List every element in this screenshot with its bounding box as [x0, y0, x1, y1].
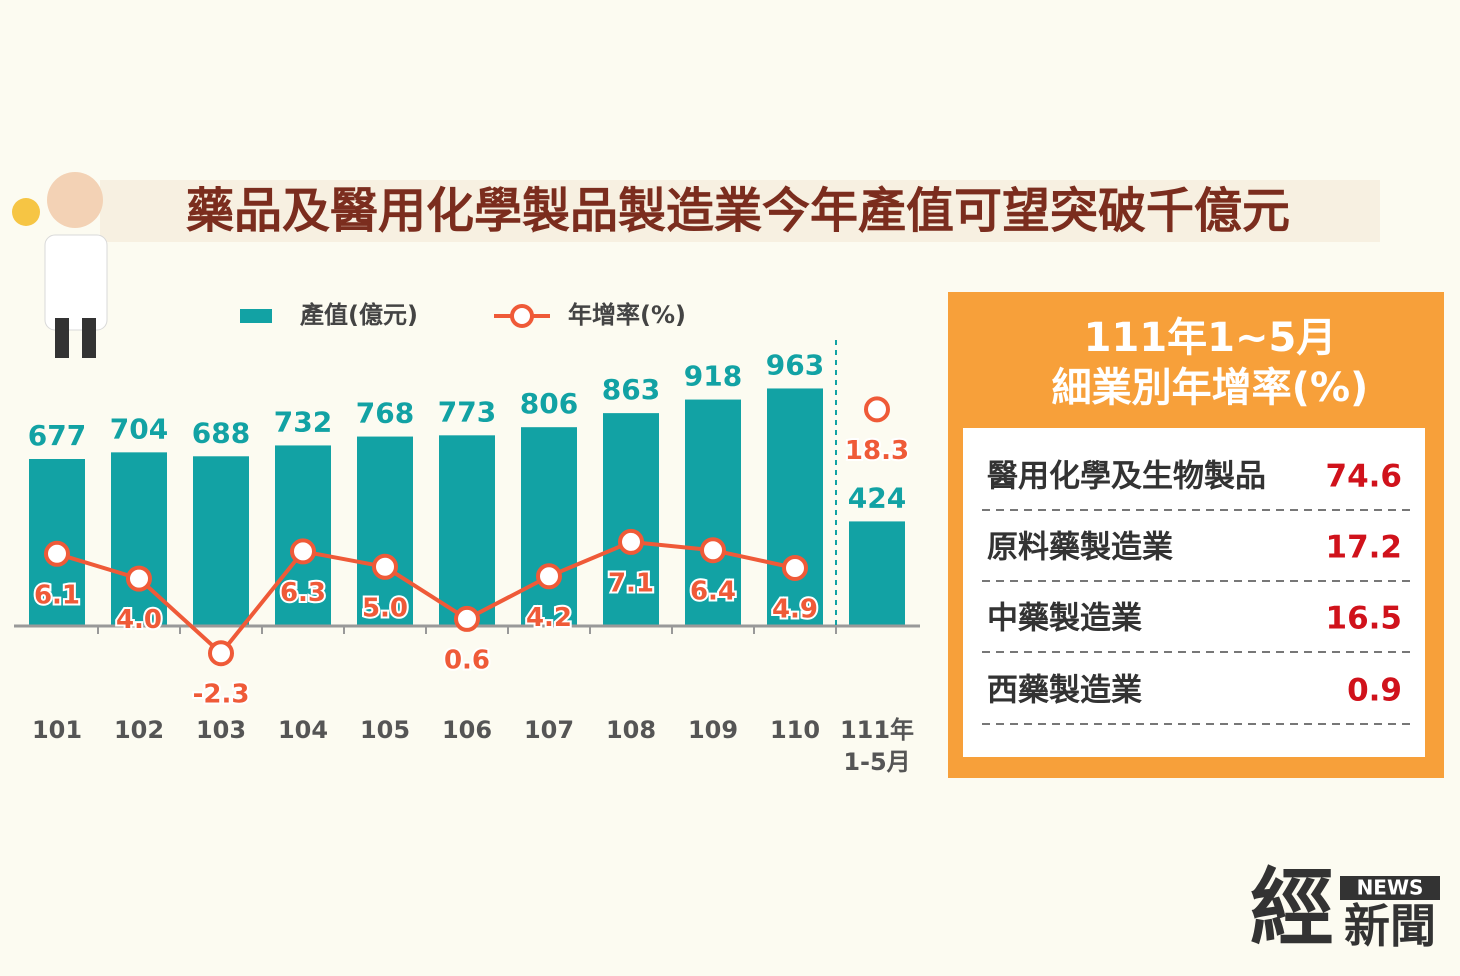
line-label: 4.2 [526, 603, 572, 633]
panel-title: 111年1~5月 [1084, 315, 1337, 361]
bar-label: 863 [602, 373, 660, 406]
line-point [618, 528, 644, 555]
bar-label: 963 [766, 348, 824, 381]
row-value: 74.6 [1326, 459, 1403, 495]
x-tick-label: 103 [196, 716, 246, 744]
bar-label: 704 [110, 412, 168, 445]
line-label: 4.9 [772, 594, 818, 624]
bar [767, 388, 823, 626]
bar-label: 688 [192, 416, 250, 449]
panel: 111年1~5月 細業別年增率(%) [948, 292, 1444, 778]
line-point [208, 640, 234, 667]
row-name: 原料藥製造業 [987, 530, 1173, 566]
bar [521, 427, 577, 626]
x-tick-label: 106 [442, 716, 492, 744]
x-tick-label: 111年 1-5月 [840, 716, 914, 776]
x-tick-label: 110 [770, 716, 820, 744]
panel-table-bg [963, 428, 1425, 757]
line-point [372, 553, 398, 580]
title-band [100, 180, 1380, 242]
line-label: -2.3 [193, 680, 250, 710]
bar-label: 424 [848, 481, 906, 514]
line-label: 18.3 [845, 436, 909, 466]
line-point [700, 537, 726, 564]
bar [111, 452, 167, 626]
line-label: 5.0 [362, 593, 408, 623]
x-tick-label: 104 [278, 716, 328, 744]
bar [357, 436, 413, 626]
x-tick-label: 107 [524, 716, 574, 744]
row-name: 醫用化學及生物製品 [987, 459, 1266, 495]
line-point [536, 563, 562, 590]
panel-title: 細業別年增率(%) [1052, 365, 1369, 411]
line-label: 6.3 [280, 578, 326, 608]
legend-label: 年增率(%) [568, 301, 686, 329]
x-tick-label: 102 [114, 716, 164, 744]
line-label: 6.1 [34, 580, 80, 610]
legend-label: 產值(億元) [300, 301, 418, 329]
row-name: 西藥製造業 [987, 673, 1142, 709]
logo-name: 新聞 [1344, 899, 1436, 953]
bar-label: 806 [520, 387, 578, 420]
line-label: 4.0 [116, 605, 162, 635]
scientist-icon [12, 172, 108, 358]
bar [439, 435, 495, 626]
bar [849, 521, 905, 626]
logo-badge: NEWS [1357, 876, 1424, 900]
bar-label: 768 [356, 397, 414, 430]
line-point [864, 396, 890, 423]
row-value: 17.2 [1326, 530, 1403, 566]
x-tick-label: 109 [688, 716, 738, 744]
line-label: 0.6 [444, 645, 490, 675]
logo-badge-bg [1340, 876, 1440, 900]
logo: 經 NEWS 新聞 [1250, 858, 1440, 957]
bar [193, 456, 249, 626]
line-label: 6.4 [690, 577, 736, 607]
logo-mark: 經 [1250, 858, 1334, 957]
bar-label: 677 [28, 419, 86, 452]
x-tick-label: 101 [32, 716, 82, 744]
chart-title: 藥品及醫用化學製品製造業今年產值可望突破千億元 [186, 183, 1290, 239]
row-value: 0.9 [1347, 673, 1402, 709]
legend-swatch [240, 309, 272, 323]
bar-label: 773 [438, 395, 496, 428]
line-label: 7.1 [608, 568, 654, 598]
line-point [782, 554, 808, 581]
line-point [44, 540, 70, 567]
bar [275, 445, 331, 626]
x-tick-label: 108 [606, 716, 656, 744]
row-value: 16.5 [1326, 601, 1403, 637]
line-point [454, 605, 480, 632]
legend-swatch [510, 304, 534, 328]
line-point [126, 565, 152, 592]
bar-label: 732 [274, 405, 332, 438]
row-name: 中藥製造業 [987, 601, 1142, 637]
x-tick-label: 105 [360, 716, 410, 744]
bar [603, 413, 659, 626]
bar [685, 399, 741, 626]
bar-label: 918 [684, 360, 742, 393]
line-point [290, 538, 316, 565]
